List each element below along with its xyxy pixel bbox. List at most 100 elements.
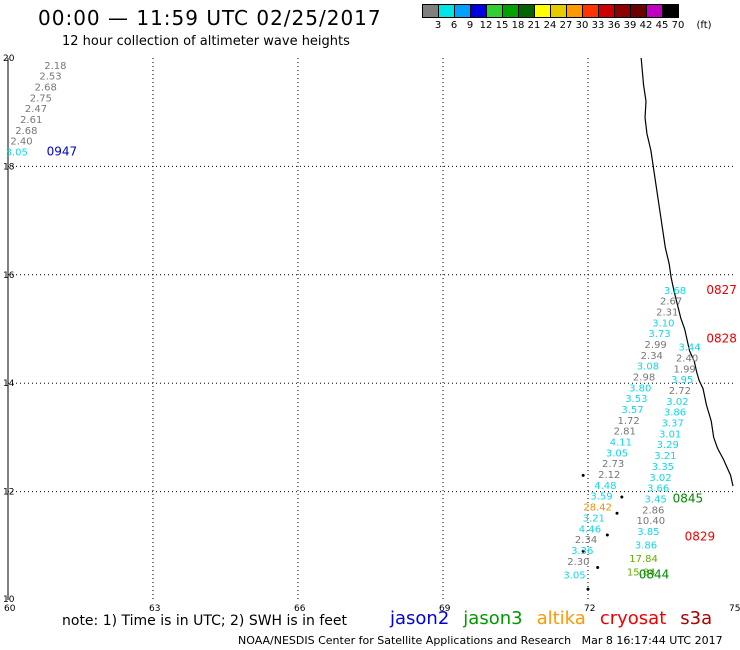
wave-height-label: 4.11	[610, 438, 632, 449]
island	[620, 495, 624, 499]
wave-height-label: 2.34	[641, 351, 663, 362]
wave-height-label: 28.42	[583, 503, 612, 514]
credit-line: NOAA/NESDIS Center for Satellite Applica…	[238, 634, 723, 647]
legend-label: 33	[591, 20, 605, 31]
coastline	[640, 57, 734, 487]
island	[581, 473, 585, 477]
wave-height-label: 2.86	[642, 505, 664, 516]
wave-height-label: 3.86	[635, 541, 657, 552]
wave-height-label: 3.37	[661, 419, 683, 430]
lat-tick-label: 12	[3, 488, 14, 498]
legend-label: 6	[450, 20, 458, 31]
track-time-label: 0844	[639, 567, 670, 581]
satellite-name: jason3	[463, 608, 523, 629]
wave-height-label: 3.05	[606, 448, 628, 459]
wave-height-label: 2.12	[598, 470, 620, 481]
lon-tick-label: 63	[149, 604, 160, 614]
island	[581, 549, 585, 553]
wave-height-label: 3.57	[621, 405, 643, 416]
wave-height-label: 3.02	[649, 473, 671, 484]
wave-height-label: 3.68	[664, 286, 686, 297]
lon-tick-label: 75	[729, 604, 740, 614]
lat-tick-label: 16	[3, 271, 15, 281]
wave-height-label: 3.36	[571, 546, 593, 557]
satellite-name: cryosat	[599, 608, 667, 629]
legend-label: 15	[495, 20, 509, 31]
wave-height-label: 3.05	[6, 148, 28, 159]
legend-swatches	[422, 4, 679, 18]
wave-height-label: 3.29	[657, 440, 679, 451]
legend-unit: (ft)	[696, 20, 712, 31]
wave-height-label: 2.53	[39, 72, 61, 83]
wave-height-label: 3.86	[664, 408, 686, 419]
wave-height-label: 2.61	[20, 115, 42, 126]
wave-height-label: 2.47	[25, 104, 47, 115]
wave-height-label: 3.44	[678, 343, 700, 354]
wave-height-label: 3.73	[648, 329, 670, 340]
wave-height-label: 3.59	[590, 492, 612, 503]
track-time-label: 0829	[685, 529, 716, 543]
legend-label: 12	[479, 20, 493, 31]
legend-label: 70	[671, 20, 685, 31]
satellite-name: altika	[536, 608, 586, 629]
wave-height-label: 3.66	[647, 484, 669, 495]
wave-height-label: 2.99	[645, 340, 667, 351]
wave-height-label: 3.08	[637, 362, 659, 373]
map-title: 00:00 — 11:59 UTC 02/25/2017	[38, 6, 382, 30]
wave-height-label: 3.10	[652, 318, 674, 329]
footer-note: note: 1) Time is in UTC; 2) SWH is in fe…	[62, 613, 348, 629]
wave-height-label: 3.80	[629, 383, 651, 394]
wave-height-label: 2.68	[15, 126, 37, 137]
generated-timestamp: Mar 8 16:17:44 UTC 2017	[581, 634, 723, 647]
wave-height-label: 2.40	[676, 354, 698, 365]
wave-height-label: 3.01	[659, 429, 681, 440]
legend-label: 39	[623, 20, 637, 31]
credit-text: NOAA/NESDIS Center for Satellite Applica…	[238, 634, 572, 647]
wave-height-label: 2.40	[10, 137, 32, 148]
lon-tick-label: 60	[4, 604, 16, 614]
legend-swatch	[662, 4, 679, 18]
legend-label: 36	[607, 20, 621, 31]
wave-height-label: 2.73	[602, 459, 624, 470]
legend-label: 27	[559, 20, 573, 31]
wave-height-label: 3.45	[645, 494, 667, 505]
wave-height-label: 2.72	[669, 386, 691, 397]
wave-height-label: 3.85	[637, 527, 659, 538]
satellite-name: jason2	[390, 608, 450, 629]
lat-tick-label: 18	[3, 162, 15, 172]
track-time-label: 0827	[706, 283, 737, 297]
wave-height-label: 3.05	[563, 570, 585, 581]
wave-height-label: 1.72	[617, 416, 639, 427]
legend-label: 21	[527, 20, 541, 31]
wave-height-label: 10.40	[637, 516, 666, 527]
wave-height-label: 2.68	[35, 83, 57, 94]
wave-height-label: 2.75	[30, 93, 52, 104]
track-time-label: 0947	[47, 145, 78, 159]
legend-label: 30	[575, 20, 589, 31]
wave-height-label: 4.48	[594, 481, 616, 492]
wave-height-label: 3.02	[666, 397, 688, 408]
island	[596, 565, 600, 569]
lon-tick-label: 72	[584, 604, 595, 614]
wave-height-label: 2.98	[633, 372, 655, 383]
track-time-label: 0845	[673, 491, 704, 505]
legend-label: 42	[639, 20, 653, 31]
legend-label: 9	[466, 20, 474, 31]
wave-height-label: 2.18	[44, 61, 66, 72]
island	[615, 511, 619, 515]
legend-labels: 3 6 9 12 15 18 21 24 27 30 33 36 39 42 45 70 (ft)	[422, 18, 712, 32]
legend-label: 3	[434, 20, 442, 31]
wave-height-label: 3.53	[625, 394, 647, 405]
wave-height-label: 17.84	[629, 554, 658, 565]
map-subtitle: 12 hour collection of altimeter wave hei…	[62, 34, 350, 49]
legend-label: 18	[511, 20, 525, 31]
track-time-label: 0828	[706, 332, 737, 346]
lat-tick-label: 14	[3, 379, 15, 389]
island	[605, 533, 609, 537]
lat-tick-label: 10	[3, 595, 15, 605]
wave-height-label: 3.95	[671, 375, 693, 386]
wave-height-label: 2.67	[660, 297, 682, 308]
wave-height-label: 2.31	[656, 307, 678, 318]
wave-height-label: 2.34	[575, 535, 597, 546]
